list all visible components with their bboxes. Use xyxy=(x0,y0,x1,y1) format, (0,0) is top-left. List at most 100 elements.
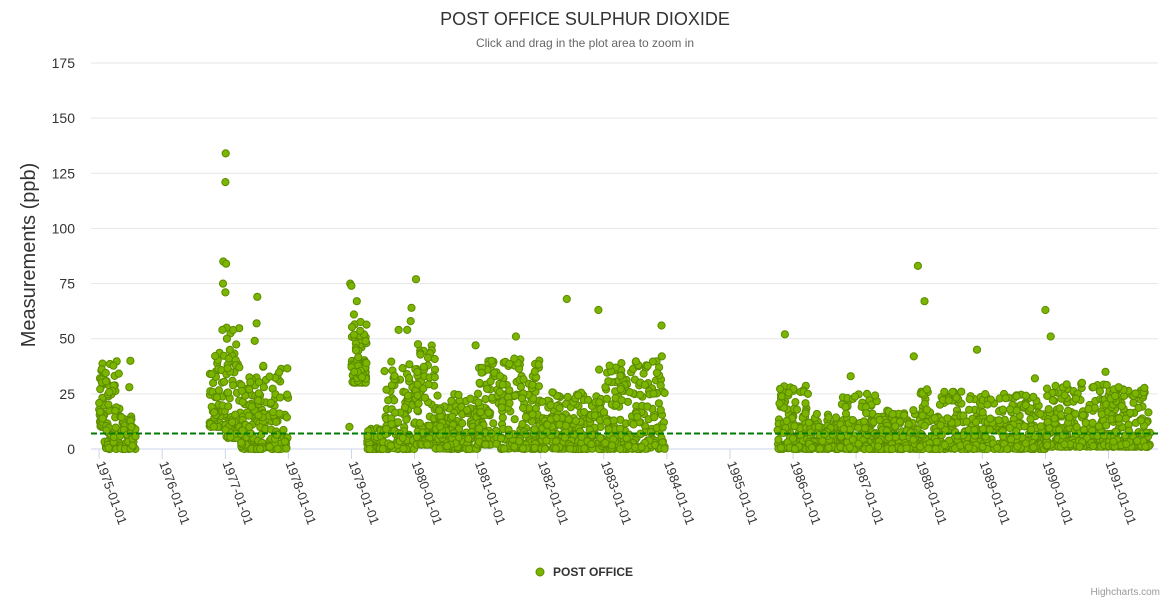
data-point[interactable] xyxy=(660,444,669,453)
data-point[interactable] xyxy=(423,353,433,362)
data-point[interactable] xyxy=(362,358,371,368)
data-point[interactable] xyxy=(534,360,543,369)
data-point[interactable] xyxy=(433,391,442,400)
data-point[interactable] xyxy=(875,415,884,425)
data-point[interactable] xyxy=(774,435,783,444)
data-point[interactable] xyxy=(259,361,268,370)
data-point[interactable] xyxy=(540,444,550,453)
data-point[interactable] xyxy=(382,385,391,394)
data-point[interactable] xyxy=(518,444,528,453)
data-point[interactable] xyxy=(351,346,361,355)
data-point[interactable] xyxy=(648,357,657,366)
data-point[interactable] xyxy=(587,440,596,449)
data-point[interactable] xyxy=(492,439,501,448)
data-point[interactable] xyxy=(497,434,506,443)
data-point[interactable] xyxy=(1114,383,1123,392)
data-point[interactable] xyxy=(1102,421,1111,430)
data-point[interactable] xyxy=(235,363,244,372)
data-point[interactable] xyxy=(405,360,414,369)
data-point[interactable] xyxy=(476,408,485,417)
data-point[interactable] xyxy=(473,389,483,398)
data-point[interactable] xyxy=(888,410,897,419)
data-point[interactable] xyxy=(1057,410,1066,420)
data-point[interactable] xyxy=(384,396,393,405)
data-point[interactable] xyxy=(221,178,230,187)
data-point[interactable] xyxy=(862,389,872,398)
data-point[interactable] xyxy=(1012,406,1021,415)
data-point[interactable] xyxy=(566,444,575,453)
data-point[interactable] xyxy=(657,352,666,361)
data-point[interactable] xyxy=(1044,405,1053,414)
data-point[interactable] xyxy=(859,417,869,426)
data-point[interactable] xyxy=(104,400,113,409)
data-point[interactable] xyxy=(435,406,444,415)
data-point[interactable] xyxy=(114,369,123,378)
data-point[interactable] xyxy=(430,373,439,382)
data-point[interactable] xyxy=(378,444,387,454)
data-point[interactable] xyxy=(419,384,428,393)
data-point[interactable] xyxy=(602,417,612,426)
data-point[interactable] xyxy=(616,424,625,433)
data-point[interactable] xyxy=(498,380,507,389)
data-point[interactable] xyxy=(790,422,799,431)
data-point[interactable] xyxy=(224,388,233,397)
data-point[interactable] xyxy=(519,375,528,384)
data-point[interactable] xyxy=(1101,367,1110,376)
data-point[interactable] xyxy=(495,387,504,397)
data-point[interactable] xyxy=(1062,380,1071,389)
data-point[interactable] xyxy=(399,444,408,453)
data-point[interactable] xyxy=(354,353,363,362)
data-point[interactable] xyxy=(1064,406,1073,415)
data-point[interactable] xyxy=(854,439,863,448)
data-point[interactable] xyxy=(486,377,495,386)
data-point[interactable] xyxy=(957,387,966,396)
data-point[interactable] xyxy=(1029,392,1038,401)
data-point[interactable] xyxy=(228,418,237,427)
data-point[interactable] xyxy=(888,444,897,454)
data-point[interactable] xyxy=(253,292,262,301)
data-point[interactable] xyxy=(390,371,399,380)
data-point[interactable] xyxy=(471,341,480,350)
data-point[interactable] xyxy=(420,393,430,402)
data-point[interactable] xyxy=(272,430,281,439)
data-point[interactable] xyxy=(489,419,498,428)
data-point[interactable] xyxy=(891,422,900,431)
data-point[interactable] xyxy=(792,405,802,414)
data-point[interactable] xyxy=(458,419,467,428)
data-point[interactable] xyxy=(424,380,433,389)
data-point[interactable] xyxy=(660,388,669,398)
data-point[interactable] xyxy=(965,395,974,404)
data-point[interactable] xyxy=(447,396,456,405)
data-point[interactable] xyxy=(814,422,823,431)
data-point[interactable] xyxy=(220,377,229,386)
data-point[interactable] xyxy=(931,444,940,454)
data-point[interactable] xyxy=(505,359,514,368)
data-point[interactable] xyxy=(515,437,524,446)
data-point[interactable] xyxy=(1137,416,1146,425)
data-point[interactable] xyxy=(475,378,484,387)
data-point[interactable] xyxy=(276,393,285,402)
data-point[interactable] xyxy=(111,423,120,432)
data-point[interactable] xyxy=(848,435,857,444)
data-point[interactable] xyxy=(1036,410,1045,419)
data-point[interactable] xyxy=(906,428,915,437)
data-point[interactable] xyxy=(484,408,493,417)
data-point[interactable] xyxy=(970,425,979,435)
data-point[interactable] xyxy=(913,261,923,270)
data-point[interactable] xyxy=(517,394,527,403)
data-point[interactable] xyxy=(1084,404,1093,413)
data-point[interactable] xyxy=(1041,305,1050,315)
data-point[interactable] xyxy=(643,402,652,411)
data-point[interactable] xyxy=(117,413,126,422)
data-point[interactable] xyxy=(1089,442,1098,451)
data-point[interactable] xyxy=(1109,437,1118,446)
data-point[interactable] xyxy=(454,390,463,399)
data-point[interactable] xyxy=(1003,444,1012,454)
data-point[interactable] xyxy=(265,442,274,451)
data-point[interactable] xyxy=(1095,387,1105,396)
data-point[interactable] xyxy=(788,434,798,443)
data-point[interactable] xyxy=(528,410,537,419)
data-point[interactable] xyxy=(352,297,361,306)
data-point[interactable] xyxy=(394,325,403,334)
